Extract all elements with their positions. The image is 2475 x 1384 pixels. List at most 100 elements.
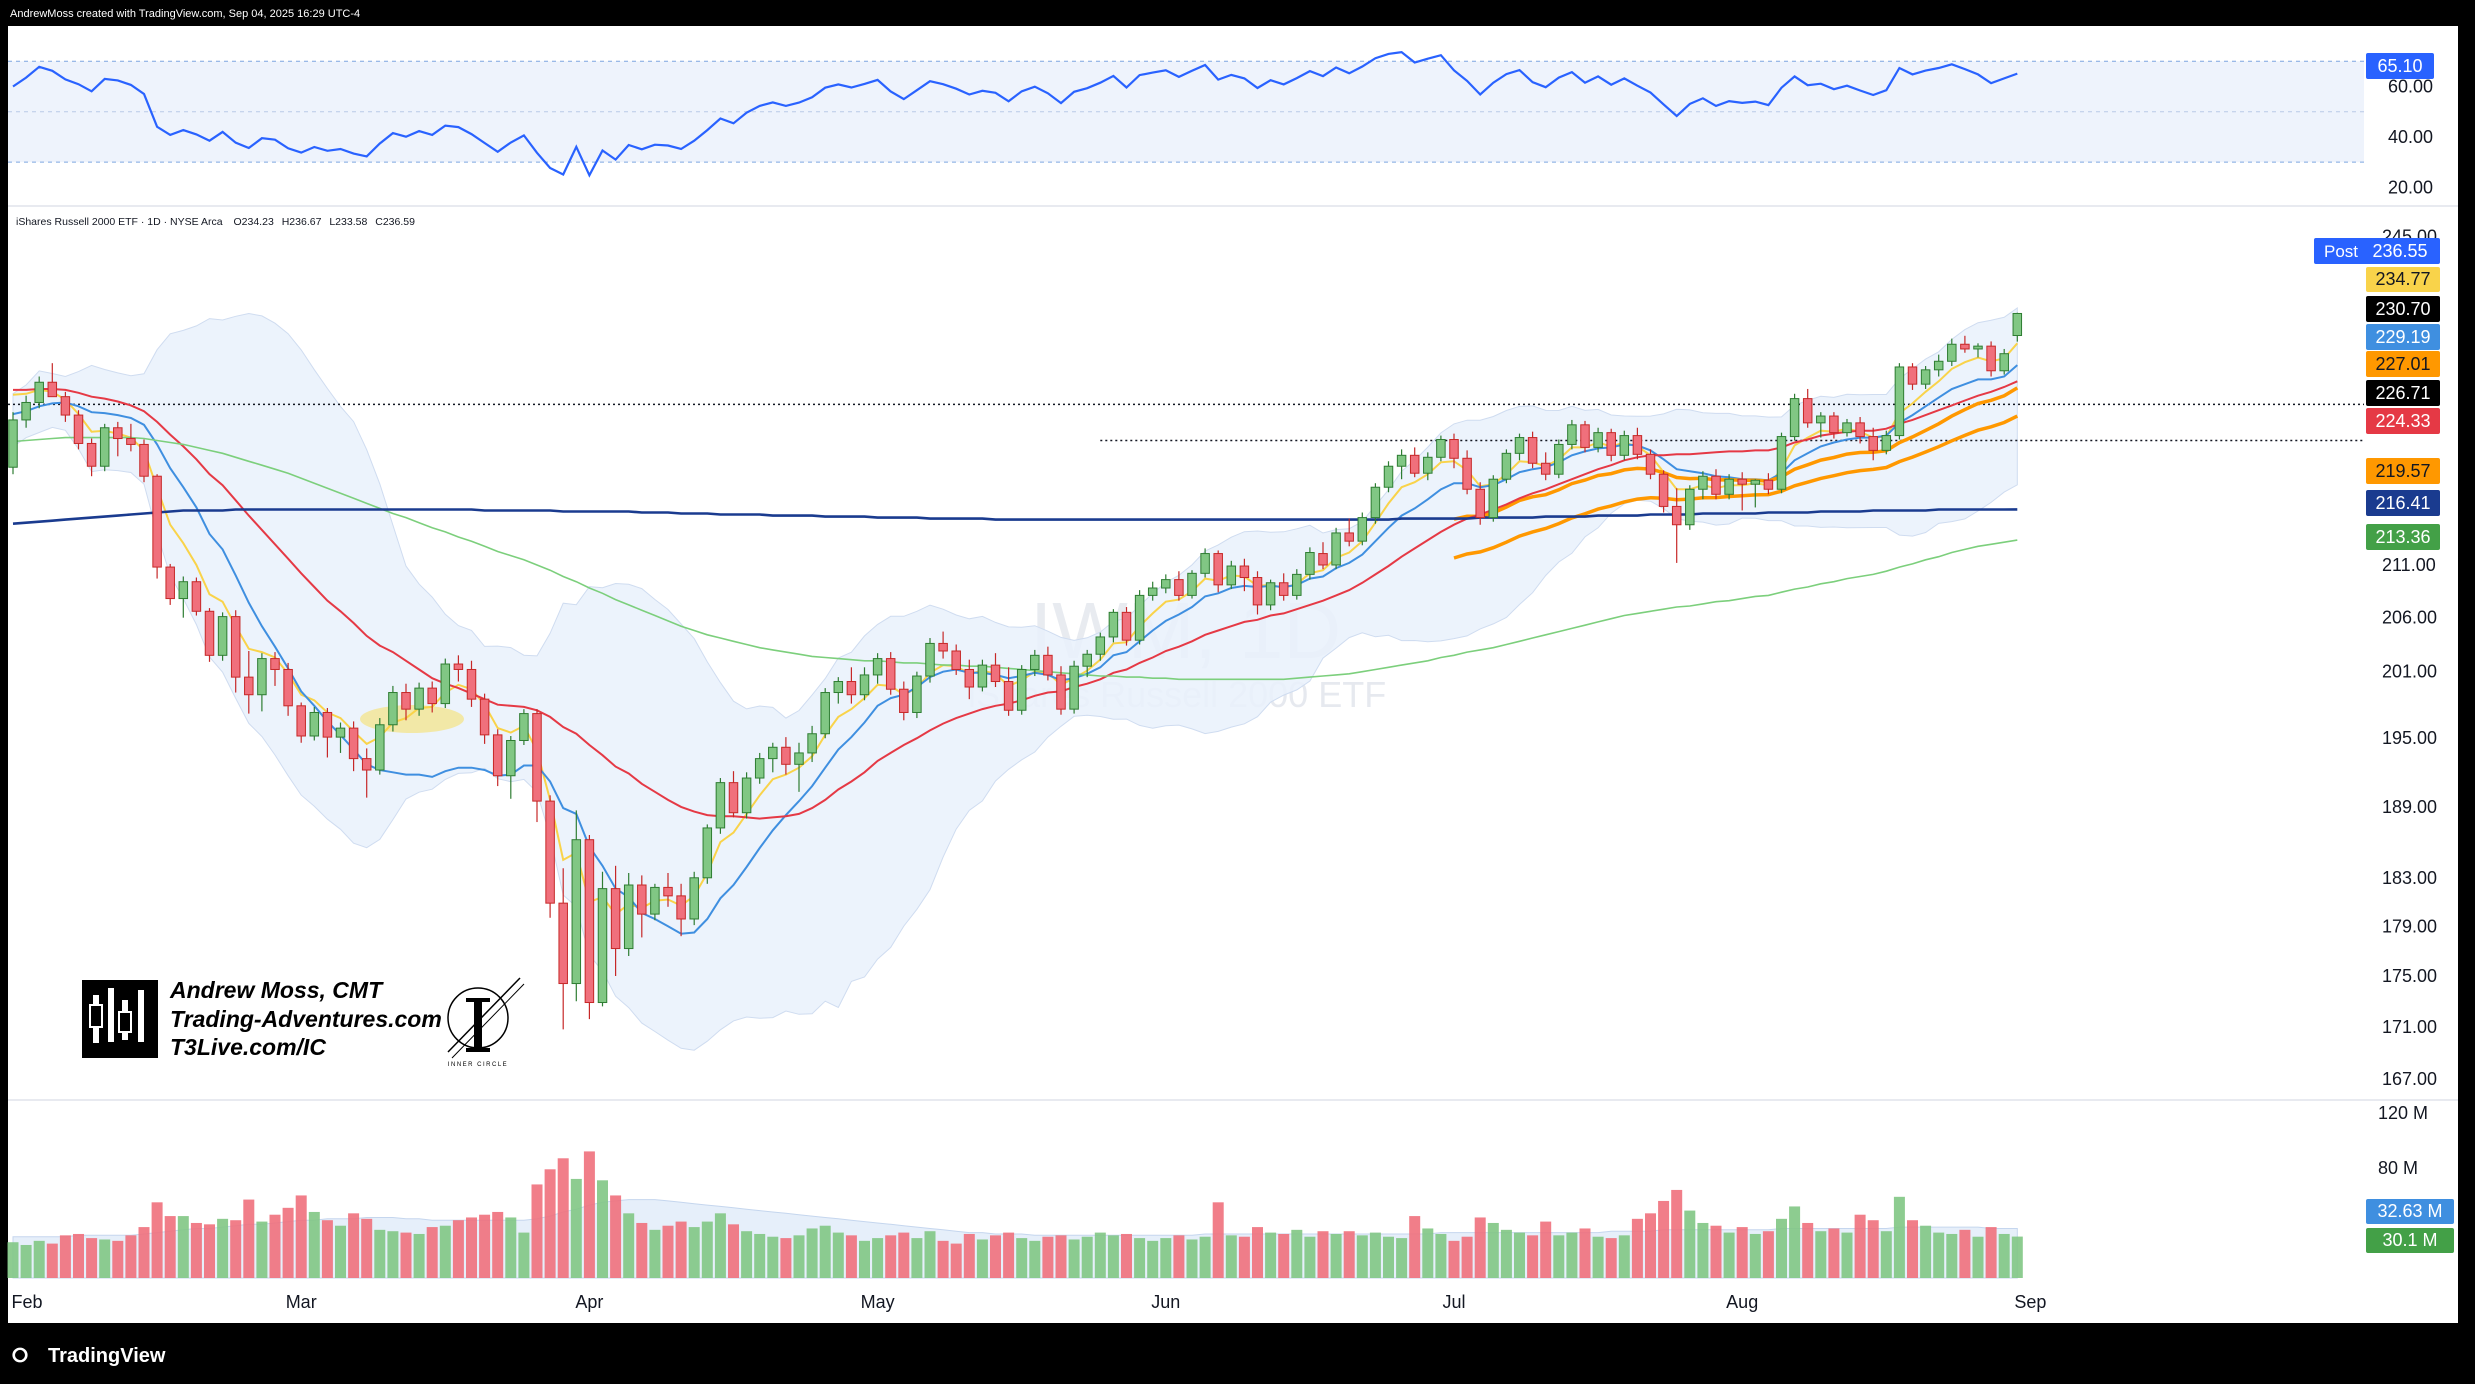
volume-bar (1252, 1227, 1263, 1278)
candle-body (1816, 415, 1826, 424)
volume-bar (1815, 1231, 1827, 1278)
volume-bar (1618, 1235, 1630, 1278)
time-axis-label: Apr (575, 1292, 603, 1312)
volume-bar (1055, 1235, 1067, 1278)
volume-bar (1605, 1238, 1617, 1278)
candle-body (1724, 478, 1734, 495)
volume-bar (321, 1220, 333, 1278)
volume-bar (230, 1220, 242, 1278)
candle-body (1554, 443, 1564, 475)
volume-bar (597, 1180, 608, 1278)
candle-body (597, 888, 608, 1004)
candle-body (1750, 479, 1761, 485)
candle-body (1095, 636, 1106, 655)
candle-body (1894, 366, 1905, 437)
candle-body (479, 698, 490, 736)
candle-body (1174, 579, 1184, 596)
candle-body (283, 668, 293, 707)
moving-averages (12, 342, 2019, 935)
volume-last-badge: 30.1 M (2366, 1228, 2454, 1253)
candle-body (73, 414, 84, 444)
ema20-badge: 227.01 (2366, 351, 2440, 377)
volume-bar (1907, 1220, 1918, 1278)
volume-bar (413, 1233, 425, 1278)
candle-body (401, 692, 411, 710)
candle-body (1409, 454, 1420, 474)
candle-body (637, 884, 647, 915)
volume-bar (1631, 1218, 1643, 1278)
volume-bar (1514, 1232, 1525, 1278)
candle-body (715, 782, 726, 829)
candle-body (466, 668, 477, 700)
candle-body (768, 746, 778, 760)
volume-bar (1658, 1200, 1670, 1278)
symbol-legend: iShares Russell 2000 ETF · 1D · NYSE Arc… (16, 216, 415, 228)
volume-bar (1854, 1214, 1866, 1278)
candle-body (1960, 343, 1970, 350)
rsi-panel[interactable]: 60.00 40.00 20.00 (8, 50, 2433, 197)
volume-bar (217, 1218, 229, 1278)
candle-body (1763, 479, 1774, 490)
candle-body (1671, 505, 1682, 526)
candle-body (1685, 488, 1695, 526)
price-tick-label: 206.00 (2382, 608, 2437, 628)
tradingview-logo-text: TradingView (48, 1345, 166, 1367)
volume-panel[interactable]: 120 M 80 M (7, 1103, 2429, 1279)
volume-bar (1500, 1229, 1512, 1278)
candle-body (1082, 653, 1092, 667)
volume-bar (46, 1243, 58, 1278)
candle-body (139, 443, 149, 477)
volume-bar (308, 1211, 320, 1278)
candle-body (47, 381, 58, 398)
svg-text:226.71: 226.71 (2375, 383, 2430, 403)
candle-body (1200, 553, 1210, 574)
svg-text:219.57: 219.57 (2375, 461, 2430, 481)
svg-text:30.1 M: 30.1 M (2382, 1230, 2437, 1250)
ma-line-ema-10 (12, 364, 2018, 935)
candle-body (1187, 572, 1197, 596)
candle-body (807, 733, 817, 754)
candle-body (217, 616, 228, 656)
candle-body (348, 727, 359, 760)
volume-bar (1723, 1232, 1735, 1278)
candle-body (335, 727, 346, 738)
volume-bar (1946, 1233, 1958, 1278)
volume-bar (1867, 1220, 1879, 1278)
candle-body (1449, 439, 1459, 459)
candle-body (1423, 456, 1433, 474)
sma200-badge: 216.41 (2366, 490, 2440, 516)
svg-text:229.19: 229.19 (2375, 327, 2430, 347)
price-tick-label: 179.00 (2382, 916, 2437, 936)
candle-body (1947, 343, 1957, 362)
volume-bar (1474, 1217, 1486, 1278)
candle-body (60, 396, 71, 416)
candle-body (1802, 398, 1813, 424)
price-panel[interactable]: 245.00211.00206.00201.00195.00189.00183.… (8, 227, 2437, 1089)
ma-line-sma-50 (12, 436, 2018, 681)
author-logo: Andrew Moss, CMT Trading-Adventures.com … (82, 977, 442, 1060)
ma-line-sma-21 (13, 380, 2018, 820)
candle-body (1907, 366, 1918, 385)
volume-bar (976, 1239, 988, 1278)
candle-body (1108, 611, 1119, 638)
volume-bar (1003, 1232, 1015, 1278)
volume-bar (859, 1240, 870, 1278)
candle-body (951, 650, 961, 670)
candle-body (676, 895, 686, 920)
candle-body (702, 827, 713, 879)
candle-body (257, 658, 267, 696)
volume-bar (1671, 1189, 1683, 1278)
time-axis: Feb Mar Apr May Jun Jul Aug Sep (11, 1292, 2046, 1312)
candle-body (1043, 654, 1053, 676)
volume-bar (1422, 1228, 1434, 1278)
candle-body (1462, 457, 1472, 490)
rsi-tick-label: 20.00 (2388, 177, 2433, 197)
tradingview-logo[interactable]: ⭘ TradingView (12, 1345, 166, 1367)
candle-body (1540, 462, 1551, 475)
volume-bar (701, 1221, 713, 1278)
volume-bar (1802, 1222, 1814, 1278)
volume-bar (1238, 1236, 1250, 1278)
svg-text:32.63 M: 32.63 M (2377, 1201, 2442, 1221)
candle-body (754, 758, 765, 779)
